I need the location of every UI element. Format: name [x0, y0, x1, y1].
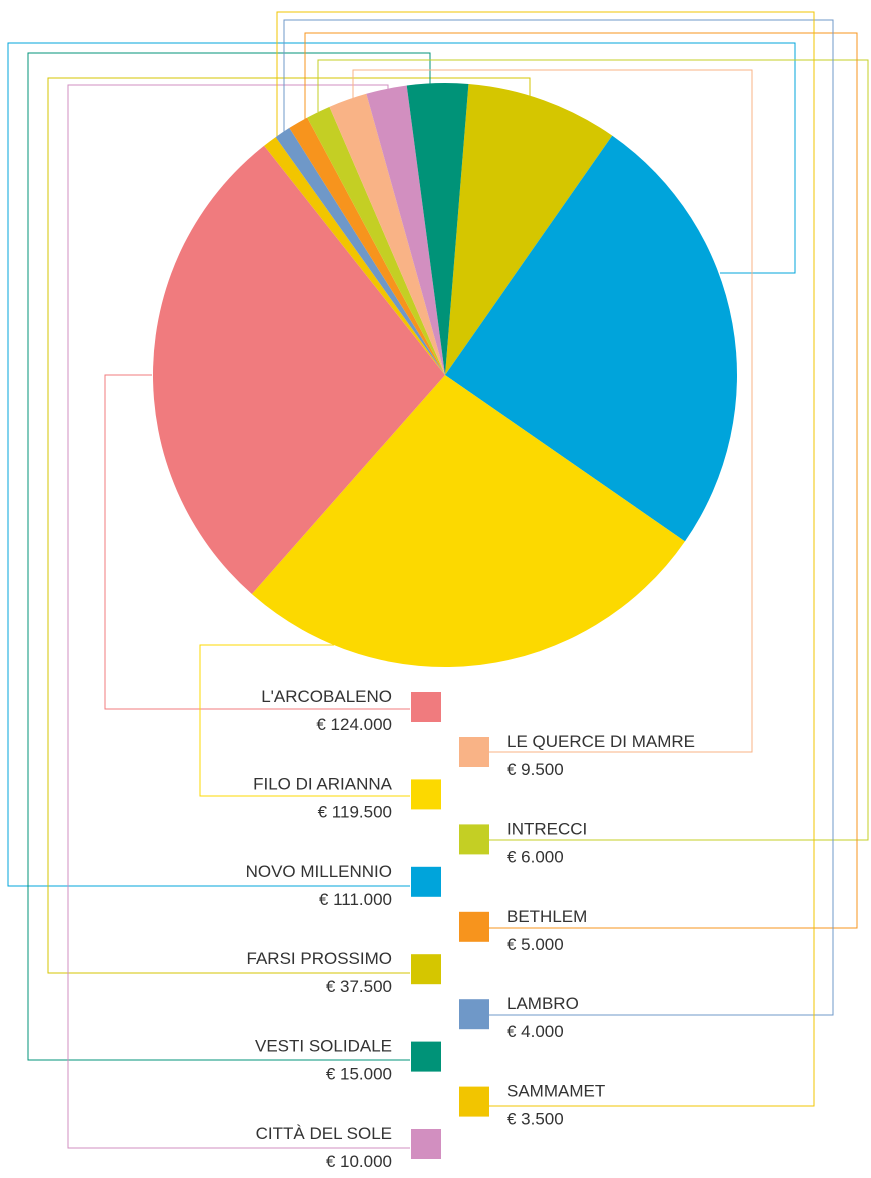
pie-slice	[289, 117, 445, 376]
legend-swatch	[411, 954, 441, 985]
legend-label: VESTI SOLIDALE	[255, 1037, 392, 1056]
legend-swatch	[411, 1041, 441, 1072]
legend-label: FILO DI ARIANNA	[253, 774, 393, 793]
leader-line	[304, 32, 858, 929]
legend-swatch	[459, 911, 489, 942]
value-label: € 9.500	[507, 760, 564, 779]
value-label: € 37.500	[326, 977, 392, 996]
legend-swatch	[411, 779, 441, 810]
value-label: € 15.000	[326, 1065, 392, 1084]
leader-line	[7, 42, 796, 887]
legend-swatch	[459, 737, 489, 767]
legend-label: LAMBRO	[507, 994, 579, 1013]
legend-swatch	[459, 824, 489, 855]
value-label: € 3.500	[507, 1110, 564, 1129]
value-label: € 6.000	[507, 847, 564, 866]
legend-label: BETHLEM	[507, 907, 587, 926]
pie-slice	[445, 83, 613, 376]
leader-line	[199, 644, 410, 797]
pie-slice	[264, 137, 445, 375]
pie-slice	[366, 85, 445, 375]
legend-label: CITTÀ DEL SOLE	[256, 1124, 392, 1143]
pie-slice	[445, 135, 737, 542]
legend-swatch	[411, 1129, 441, 1159]
leader-line	[47, 77, 531, 974]
legend-swatch	[411, 692, 441, 722]
leader-line	[67, 84, 410, 1149]
legend-swatch	[411, 866, 441, 897]
legend-label: FARSI PROSSIMO	[247, 949, 392, 968]
leader-line	[283, 19, 834, 1016]
legend-label: INTRECCI	[507, 819, 587, 838]
value-label: € 119.500	[318, 802, 392, 821]
value-label: € 124.000	[316, 715, 392, 734]
leader-line	[317, 59, 869, 841]
value-label: € 4.000	[507, 1022, 564, 1041]
leader-line	[276, 11, 815, 1107]
value-label: € 5.000	[507, 935, 564, 954]
value-label: € 10.000	[326, 1152, 392, 1171]
pie-slice	[329, 93, 445, 375]
pie-slice	[307, 106, 445, 375]
legend-label: LE QUERCE DI MAMRE	[507, 732, 695, 751]
legend-label: L'ARCOBALENO	[261, 687, 392, 706]
value-label: € 111.000	[319, 890, 392, 909]
pie-slice	[275, 127, 445, 376]
legend-swatch	[459, 999, 489, 1030]
pie-slice	[406, 83, 469, 376]
leader-line	[27, 52, 431, 1061]
pie-slice	[153, 145, 445, 595]
pie-slice	[251, 375, 685, 667]
leader-line	[352, 69, 753, 753]
leader-line	[104, 374, 410, 710]
legend-swatch	[459, 1086, 489, 1117]
legend-label: SAMMAMET	[507, 1082, 605, 1101]
legend-label: NOVO MILLENNIO	[246, 862, 392, 881]
